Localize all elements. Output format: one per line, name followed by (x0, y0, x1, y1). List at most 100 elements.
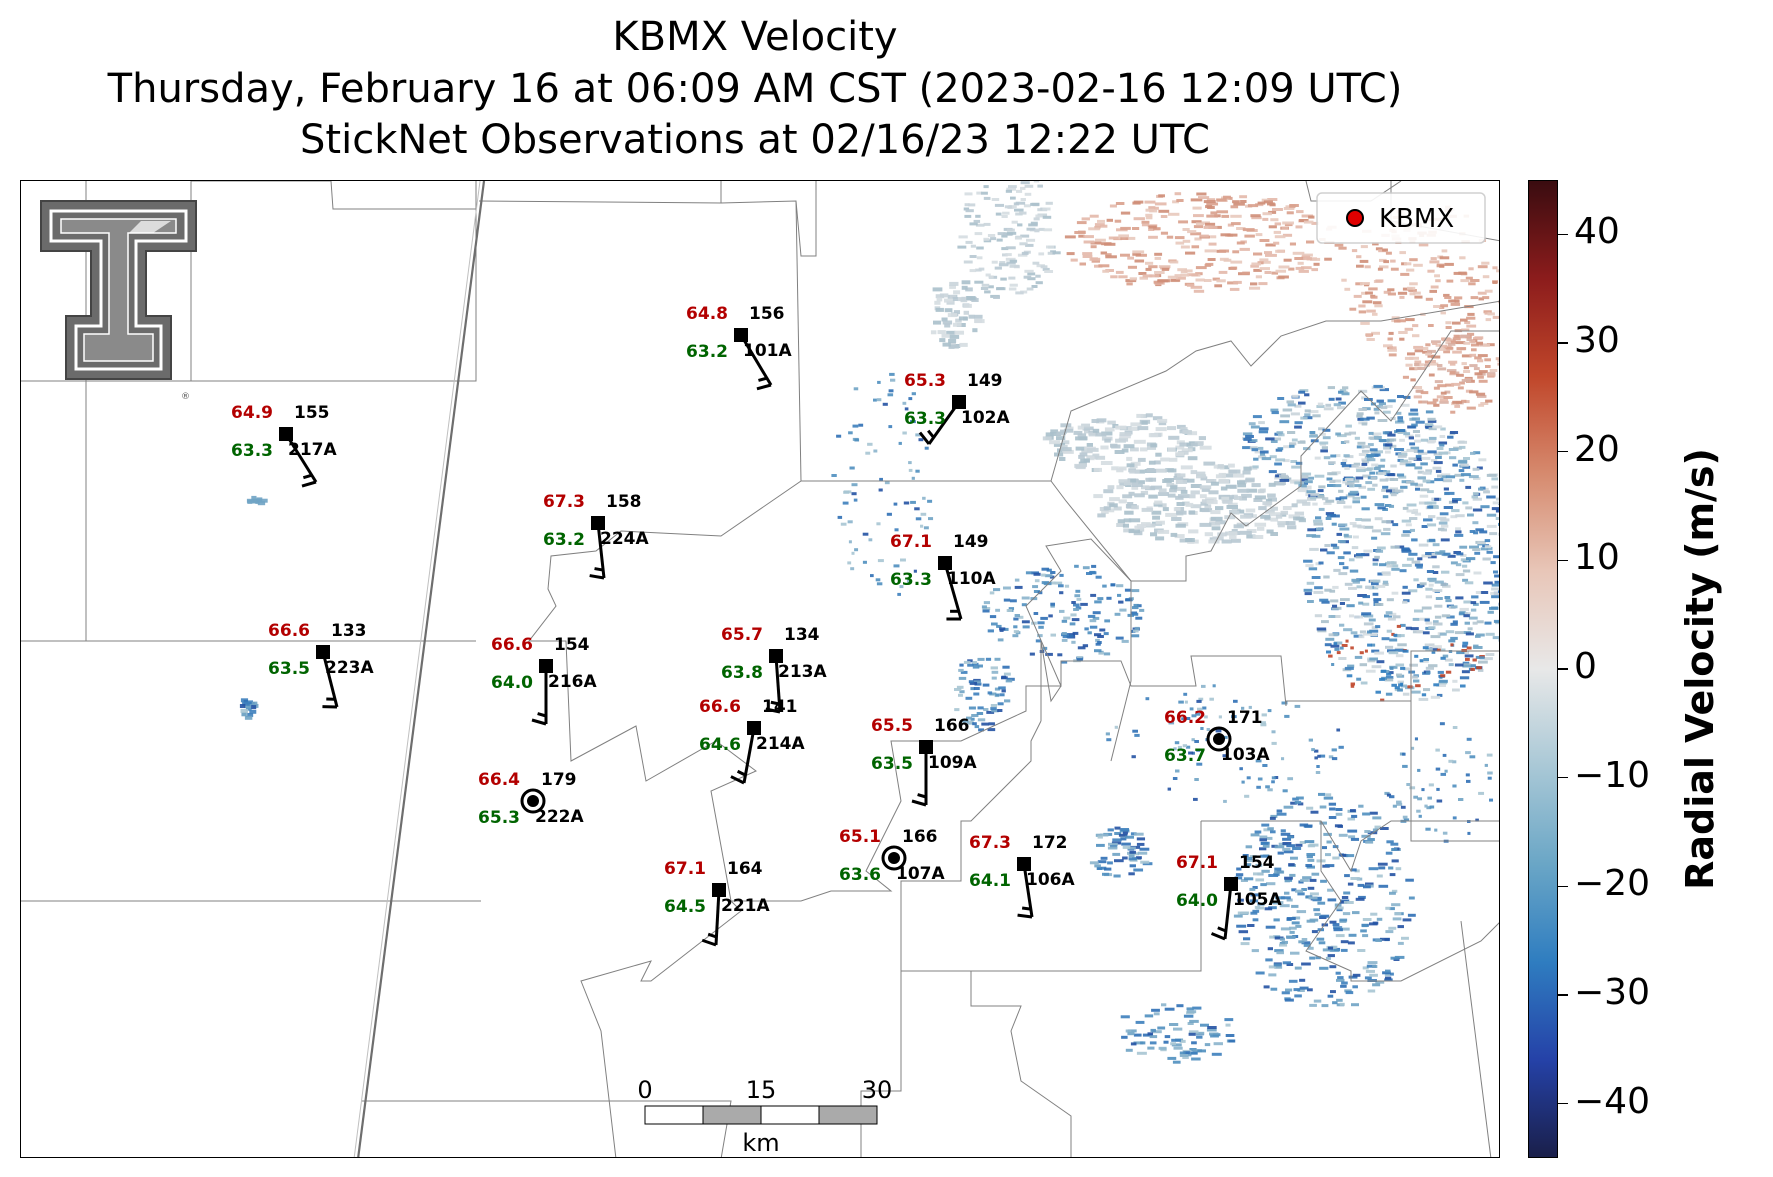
radar-echo (902, 431, 907, 435)
radar-echo (1384, 973, 1391, 977)
radar-echo (1259, 835, 1268, 839)
radar-echo (1492, 266, 1498, 270)
radar-echo (1125, 236, 1136, 240)
radar-echo (1323, 575, 1330, 579)
radar-echo (1136, 604, 1142, 608)
radar-echo (1328, 654, 1333, 658)
radar-echo (1274, 870, 1285, 874)
radar-echo (1271, 730, 1276, 734)
radar-echo (1424, 804, 1428, 808)
radar-echo (1484, 289, 1493, 293)
radar-echo (1456, 347, 1467, 351)
radar-echo (1415, 389, 1424, 393)
wind-barb-flag-icon (1217, 926, 1227, 933)
radar-echo (1167, 275, 1179, 279)
station-temperature: 65.1 (839, 827, 881, 847)
radar-echo (1134, 493, 1145, 498)
radar-echo (1373, 598, 1382, 602)
radar-echo (1322, 846, 1328, 850)
radar-echo (1428, 362, 1439, 366)
radar-echo (1269, 935, 1275, 939)
county-border-line (971, 821, 1202, 972)
radar-echo (1377, 506, 1386, 510)
radar-echo (1175, 241, 1185, 245)
radar-echo (1446, 279, 1454, 283)
radar-echo (1499, 624, 1500, 627)
radar-echo (983, 237, 990, 241)
radar-echo (1186, 283, 1195, 287)
radar-echo (1301, 938, 1308, 941)
radar-echo (1361, 518, 1371, 522)
radar-echo (1397, 416, 1404, 420)
radar-echo (1003, 627, 1009, 631)
radar-echo (1089, 571, 1097, 575)
radar-echo (1318, 561, 1324, 565)
radar-echo (1002, 253, 1008, 257)
radar-echo (1284, 891, 1290, 895)
radar-echo (1470, 667, 1475, 671)
radar-echo (969, 255, 977, 258)
radar-echo (1077, 425, 1084, 430)
radar-echo (1353, 462, 1361, 466)
radar-echo (1253, 457, 1259, 461)
radar-echo (851, 492, 857, 496)
radar-echo (1386, 441, 1393, 444)
radar-echo (1155, 468, 1167, 473)
radar-echo (1107, 485, 1115, 490)
radar-echo (1384, 614, 1393, 618)
radar-echo (1196, 192, 1207, 196)
radar-echo (1168, 212, 1180, 216)
radar-echo (1193, 797, 1198, 801)
radar-echo (1006, 231, 1017, 235)
radar-echo (1324, 588, 1332, 592)
radar-echo (1250, 911, 1258, 915)
radar-echo (1405, 523, 1412, 527)
radar-echo (1372, 592, 1379, 596)
radar-echo (1344, 466, 1350, 470)
radar-echo (937, 330, 946, 335)
radar-echo (1236, 867, 1242, 871)
radar-echo (1362, 602, 1370, 606)
colorbar-title: Radial Velocity (m/s) (1678, 448, 1722, 890)
radar-echo (1330, 615, 1341, 618)
radar-echo (1435, 343, 1441, 347)
radar-echo (1118, 234, 1129, 238)
radar-echo (1190, 490, 1200, 495)
radar-echo (1481, 261, 1490, 265)
radar-echo (1419, 582, 1427, 586)
radar-echo (1439, 632, 1447, 636)
radar-echo (965, 696, 973, 700)
radar-echo (1370, 912, 1378, 916)
radar-echo (1441, 249, 1448, 253)
radar-echo (1196, 762, 1203, 766)
radar-echo (1317, 495, 1325, 499)
radar-echo (1348, 484, 1355, 488)
radar-echo (1459, 256, 1466, 260)
radar-echo (1275, 896, 1285, 900)
radar-echo (1233, 280, 1242, 284)
radar-echo (1236, 227, 1246, 230)
radar-echo (1465, 276, 1473, 280)
radar-echo (1201, 487, 1210, 492)
radar-echo (1369, 629, 1379, 633)
radar-echo (1419, 659, 1424, 663)
radar-echo (1289, 442, 1297, 446)
radar-echo (1135, 253, 1147, 257)
radar-echo (1444, 769, 1448, 773)
radar-echo (1369, 471, 1376, 475)
radar-echo (1183, 692, 1188, 696)
radar-echo (1442, 338, 1452, 342)
radar-echo (251, 701, 258, 706)
radar-echo (1169, 260, 1179, 264)
radar-echo (1332, 856, 1340, 860)
radar-echo (1245, 508, 1256, 513)
radar-echo (1445, 670, 1452, 674)
radar-echo (1350, 837, 1360, 841)
radar-echo (1309, 878, 1317, 882)
radar-echo (1309, 431, 1316, 434)
radar-echo (1402, 692, 1410, 696)
radar-echo (1466, 646, 1472, 650)
radar-echo (1257, 201, 1266, 205)
radar-echo (1060, 660, 1068, 664)
radar-echo (1484, 539, 1491, 543)
